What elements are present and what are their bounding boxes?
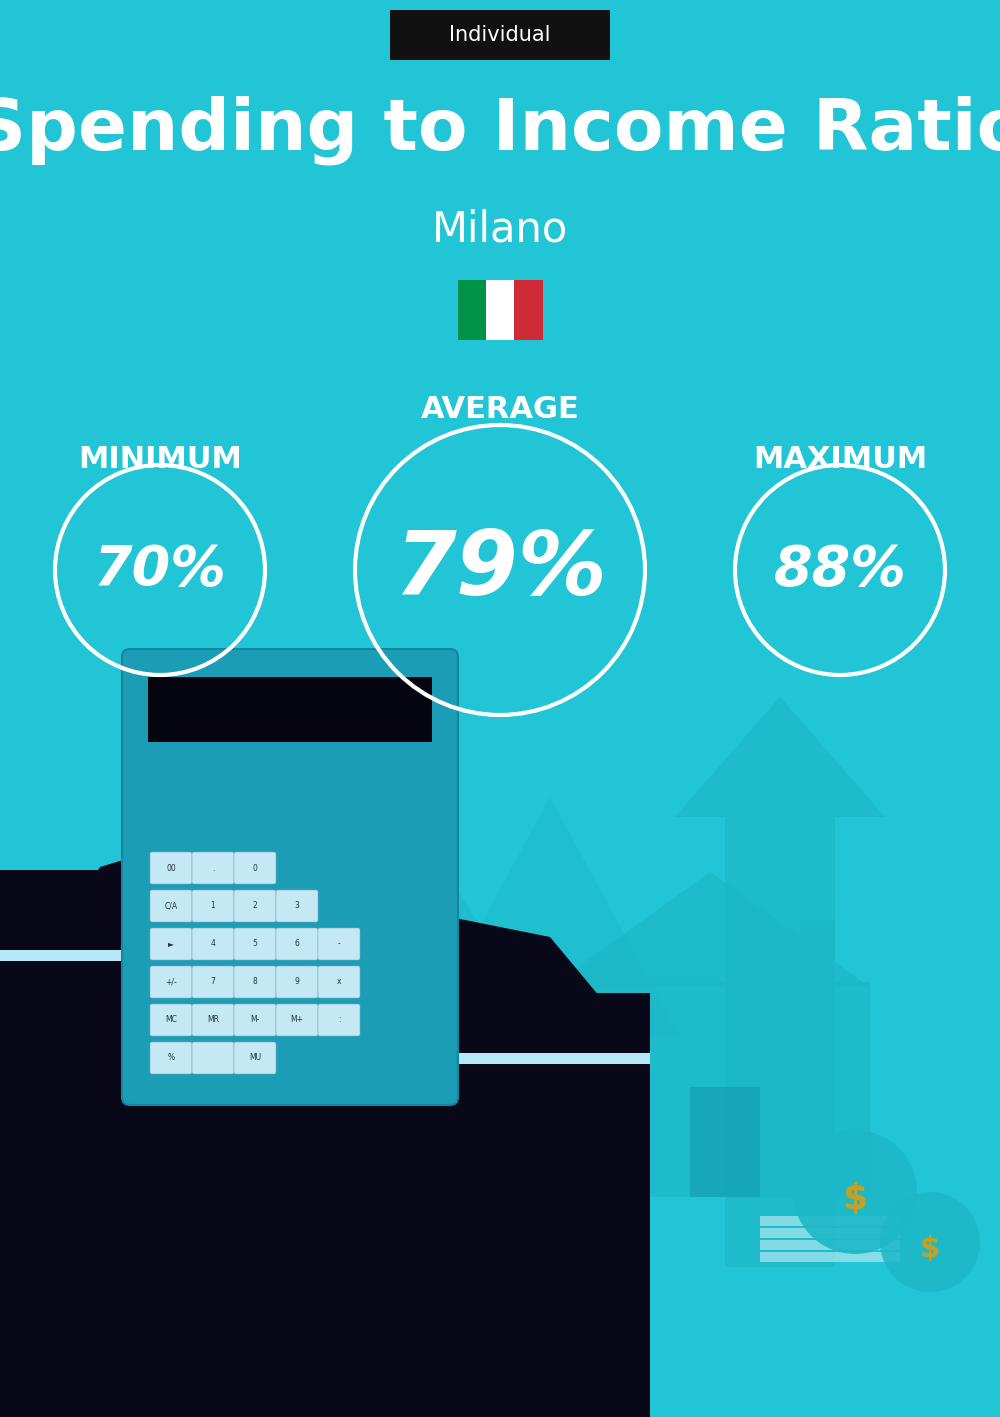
Bar [250, 1064, 650, 1417]
Text: 5: 5 [253, 939, 257, 948]
Text: 3: 3 [295, 901, 299, 911]
FancyBboxPatch shape [192, 852, 234, 884]
FancyBboxPatch shape [192, 966, 234, 998]
Bar [760, 1229, 900, 1238]
FancyBboxPatch shape [150, 1005, 192, 1036]
FancyBboxPatch shape [192, 890, 234, 922]
Text: Spending to Income Ratio: Spending to Income Ratio [0, 95, 1000, 164]
Bar [486, 281, 514, 340]
Bar [690, 1087, 760, 1197]
FancyBboxPatch shape [192, 928, 234, 959]
Text: %: % [167, 1053, 175, 1063]
Bar [250, 1053, 650, 1066]
FancyBboxPatch shape [150, 966, 192, 998]
Text: M-: M- [250, 1016, 260, 1024]
Text: 00: 00 [166, 863, 176, 873]
Text: MC: MC [165, 1016, 177, 1024]
Bar [760, 1240, 900, 1250]
Text: C/A: C/A [164, 901, 178, 911]
Polygon shape [0, 837, 350, 1417]
Text: 7: 7 [211, 978, 215, 986]
Text: MAXIMUM: MAXIMUM [753, 445, 927, 475]
Circle shape [880, 1192, 980, 1292]
Bar [0, 870, 250, 949]
Text: 70%: 70% [94, 543, 226, 597]
FancyBboxPatch shape [234, 1005, 276, 1036]
FancyBboxPatch shape [234, 966, 276, 998]
FancyBboxPatch shape [150, 928, 192, 959]
FancyBboxPatch shape [276, 928, 318, 959]
FancyBboxPatch shape [276, 1005, 318, 1036]
Text: 0: 0 [253, 863, 257, 873]
Bar [0, 949, 250, 962]
Text: 79%: 79% [394, 527, 606, 614]
Text: 8: 8 [253, 978, 257, 986]
FancyBboxPatch shape [318, 1005, 360, 1036]
FancyBboxPatch shape [276, 966, 318, 998]
Bar [148, 677, 432, 743]
Bar [570, 982, 870, 1197]
Bar [458, 281, 486, 340]
Text: MINIMUM: MINIMUM [78, 445, 242, 475]
FancyBboxPatch shape [234, 1041, 276, 1074]
Bar [514, 281, 542, 340]
Bar [760, 1216, 900, 1226]
Text: Milano: Milano [432, 208, 568, 251]
Bar [250, 993, 650, 1053]
FancyBboxPatch shape [192, 1005, 234, 1036]
Text: $: $ [920, 1236, 940, 1263]
Text: 6: 6 [295, 939, 299, 948]
FancyBboxPatch shape [234, 852, 276, 884]
Text: M+: M+ [290, 1016, 304, 1024]
Polygon shape [420, 796, 680, 1037]
Text: 4: 4 [211, 939, 215, 948]
FancyBboxPatch shape [318, 966, 360, 998]
Circle shape [793, 1129, 917, 1254]
Text: MU: MU [249, 1053, 261, 1063]
FancyBboxPatch shape [390, 10, 610, 60]
Text: Individual: Individual [449, 26, 551, 45]
FancyBboxPatch shape [150, 1041, 192, 1074]
Bar [0, 961, 250, 1417]
Text: :: : [338, 1016, 340, 1024]
Polygon shape [675, 697, 885, 1267]
Polygon shape [250, 917, 650, 1417]
Text: $: $ [842, 1182, 868, 1216]
Text: 2: 2 [253, 901, 257, 911]
Text: 1: 1 [211, 901, 215, 911]
FancyBboxPatch shape [234, 928, 276, 959]
Bar [800, 922, 835, 988]
Text: AVERAGE: AVERAGE [421, 395, 579, 425]
Polygon shape [210, 767, 550, 1037]
FancyBboxPatch shape [318, 928, 360, 959]
Text: .: . [212, 863, 214, 873]
FancyBboxPatch shape [234, 890, 276, 922]
Text: x: x [337, 978, 341, 986]
Bar [760, 1253, 900, 1263]
FancyBboxPatch shape [122, 649, 458, 1105]
Text: -: - [338, 939, 340, 948]
Text: ►: ► [168, 939, 174, 948]
FancyBboxPatch shape [276, 890, 318, 922]
Text: MR: MR [207, 1016, 219, 1024]
Polygon shape [550, 871, 870, 988]
Text: 9: 9 [295, 978, 299, 986]
Text: +/-: +/- [165, 978, 177, 986]
FancyBboxPatch shape [192, 1041, 234, 1074]
FancyBboxPatch shape [150, 852, 192, 884]
FancyBboxPatch shape [150, 890, 192, 922]
Text: 88%: 88% [774, 543, 906, 597]
